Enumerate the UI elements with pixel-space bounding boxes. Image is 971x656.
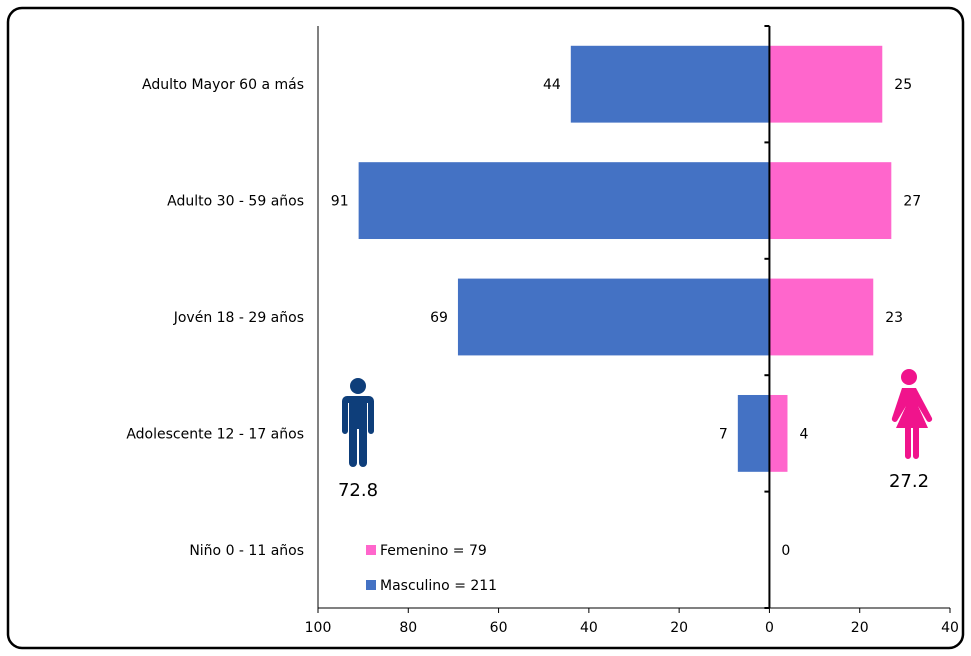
legend: Femenino = 79 Masculino = 211 xyxy=(366,543,497,594)
bars-layer xyxy=(358,45,892,472)
female-percent-label: 27.2 xyxy=(889,471,929,492)
x-tick-label: 40 xyxy=(580,620,598,636)
x-tick-label: 20 xyxy=(851,620,869,636)
bar-masculino-joven-18-29-anos xyxy=(457,278,770,356)
bar-femenino-adolescente-12-17-anos xyxy=(769,394,788,472)
x-tick-label: 80 xyxy=(399,620,417,636)
female-person-icon xyxy=(891,369,933,459)
x-tick-label: 20 xyxy=(670,620,688,636)
bar-femenino-joven-18-29-anos xyxy=(769,278,874,356)
value-label-femenino-joven-18-29-anos: 23 xyxy=(885,310,903,326)
value-label-femenino-adulto-mayor-60-a-mas: 25 xyxy=(894,77,912,93)
legend-swatch-masculino xyxy=(366,580,376,590)
legend-label-femenino: Femenino = 79 xyxy=(380,543,487,559)
category-label-adulto-30-59-anos: Adulto 30 - 59 años xyxy=(167,194,304,210)
category-label-adolescente-12-17-anos: Adolescente 12 - 17 años xyxy=(126,426,304,442)
value-label-masculino-adulto-mayor-60-a-mas: 44 xyxy=(543,77,561,93)
male-person-icon xyxy=(342,378,374,467)
x-tick-label: 0 xyxy=(765,620,774,636)
value-label-femenino-adulto-30-59-anos: 27 xyxy=(903,194,921,210)
category-label-adulto-mayor-60-a-mas: Adulto Mayor 60 a más xyxy=(142,77,304,93)
value-label-masculino-adulto-30-59-anos: 91 xyxy=(331,194,349,210)
bar-femenino-adulto-30-59-anos xyxy=(769,162,892,240)
legend-label-masculino: Masculino = 211 xyxy=(380,578,497,594)
bar-masculino-adolescente-12-17-anos xyxy=(737,394,770,472)
value-label-femenino-adolescente-12-17-anos: 4 xyxy=(799,426,808,442)
category-label-joven-18-29-anos: Jovén 18 - 29 años xyxy=(173,310,304,326)
value-label-masculino-adolescente-12-17-anos: 7 xyxy=(719,426,728,442)
x-tick-label: 40 xyxy=(941,620,959,636)
x-tick-label: 100 xyxy=(305,620,332,636)
axis-layer: 100 80 60 40 20 0 20 40 xyxy=(305,25,959,636)
value-label-masculino-joven-18-29-anos: 69 xyxy=(430,310,448,326)
x-tick-label: 60 xyxy=(490,620,508,636)
bar-masculino-adulto-30-59-anos xyxy=(358,162,770,240)
labels-layer: Adulto Mayor 60 a más 44 25 Adulto 30 - 59 … xyxy=(126,77,921,559)
bar-masculino-adulto-mayor-60-a-mas xyxy=(570,45,770,123)
category-label-nino-0-11-anos: Niño 0 - 11 años xyxy=(189,543,304,559)
value-label-femenino-nino-0-11-anos: 0 xyxy=(781,543,790,559)
bar-femenino-adulto-mayor-60-a-mas xyxy=(769,45,883,123)
male-percent-label: 72.8 xyxy=(338,480,378,501)
legend-swatch-femenino xyxy=(366,545,376,555)
